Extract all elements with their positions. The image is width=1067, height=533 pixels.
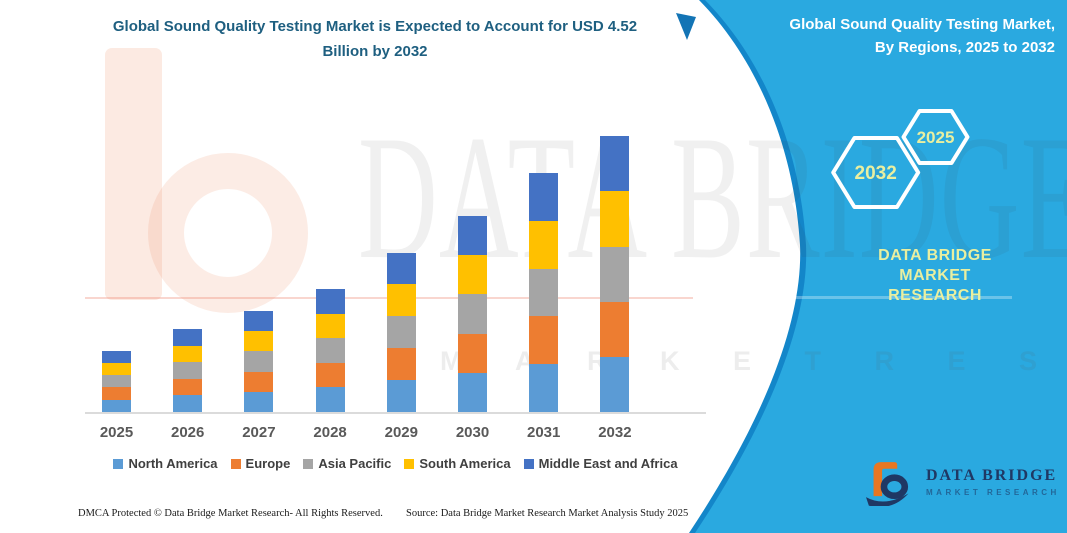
page-title-line1: Global Sound Quality Testing Market is E…: [112, 18, 638, 35]
bar-segment-south-america: [529, 220, 559, 269]
bar-segment-europe: [173, 378, 203, 396]
footer-dmca-text: DMCA Protected © Data Bridge Market Rese…: [78, 508, 383, 519]
x-axis-label-2029: 2029: [384, 424, 418, 441]
hexagon-2032-year: 2032: [855, 163, 897, 184]
bar-segment-south-america: [458, 255, 487, 295]
bar-segment-north-america: [386, 380, 416, 412]
bar-segment-europe: [102, 387, 131, 400]
brand-text-line2: RESEARCH: [888, 287, 982, 304]
bar-segment-south-america: [173, 345, 203, 363]
legend-swatch-icon: [404, 458, 415, 469]
legend-swatch-icon: [303, 458, 314, 469]
bar-segment-middle-east-and-africa: [315, 289, 345, 314]
legend-item-europe: Europe: [230, 456, 291, 471]
bar-segment-asia-pacific: [173, 362, 203, 379]
bar-segment-europe: [315, 362, 345, 388]
databridge-logo-text: DATA BRIDGE MARKET RESEARCH: [926, 467, 1060, 497]
databridge-logo: DATA BRIDGE MARKET RESEARCH: [866, 458, 1060, 506]
bar-segment-north-america: [600, 356, 630, 412]
bar-segment-europe: [600, 301, 630, 357]
bar-segment-north-america: [458, 372, 487, 412]
legend-swatch-icon: [523, 458, 534, 469]
bar-segment-south-america: [102, 362, 131, 376]
stacked-bar-2031: [529, 172, 559, 412]
bar-segment-south-america: [600, 191, 630, 247]
legend-swatch-icon: [113, 458, 124, 469]
hexagon-badges: 2025 2032: [831, 109, 970, 209]
databridge-logo-icon: [866, 462, 909, 506]
bar-segment-asia-pacific: [315, 338, 345, 363]
x-axis-label-2032: 2032: [598, 424, 632, 441]
hexagon-2025-year: 2025: [917, 128, 955, 147]
x-axis-line: [85, 412, 706, 414]
watermark-underline-cool: [770, 296, 1012, 299]
bar-segment-middle-east-and-africa: [386, 252, 416, 285]
hexagon-2032: [831, 136, 921, 209]
bar-segment-middle-east-and-africa: [244, 310, 274, 332]
bar-segment-asia-pacific: [600, 246, 630, 302]
bar-segment-middle-east-and-africa: [529, 172, 559, 221]
bar-segment-europe: [529, 316, 559, 365]
brand-text: DATA BRIDGE MARKET RESEARCH: [842, 246, 1028, 306]
bar-segment-asia-pacific: [244, 351, 274, 372]
legend-label: Europe: [245, 456, 291, 471]
legend-label: North America: [128, 456, 218, 471]
bar-segment-middle-east-and-africa: [600, 136, 630, 192]
bar-segment-europe: [458, 333, 487, 373]
stacked-bar-2026: [173, 329, 203, 412]
bar-segment-asia-pacific: [458, 294, 487, 334]
banner-heading: Global Sound Quality Testing Market, By …: [715, 13, 1055, 59]
stacked-bar-2027: [244, 310, 274, 412]
bar-segment-europe: [386, 348, 416, 381]
page-title: Global Sound Quality Testing Market is E…: [55, 14, 695, 64]
banner-heading-line2: By Regions, 2025 to 2032: [874, 39, 1055, 56]
databridge-logo-name: DATA BRIDGE: [926, 467, 1058, 484]
stacked-bar-2030: [458, 215, 487, 412]
chart-legend: North America Europe Asia Pacific South Ame…: [85, 456, 706, 471]
legend-swatch-icon: [230, 458, 241, 469]
x-axis-label-2025: 2025: [99, 424, 134, 441]
stacked-bar-2029: [386, 252, 416, 412]
x-axis-label-2027: 2027: [242, 424, 276, 441]
bar-segment-asia-pacific: [386, 316, 416, 349]
databridge-logo-caption: MARKET RESEARCH: [926, 488, 1060, 497]
footer-source-text: Source: Data Bridge Market Research Mark…: [406, 508, 689, 519]
bar-segment-north-america: [315, 387, 345, 412]
legend-label: South America: [419, 456, 511, 471]
x-axis-label-2026: 2026: [171, 424, 205, 441]
bar-segment-north-america: [529, 364, 559, 412]
page-title-line2: Billion by 2032: [322, 43, 428, 60]
bar-segment-asia-pacific: [529, 268, 559, 317]
bar-segment-europe: [244, 371, 274, 392]
bar-segment-north-america: [102, 399, 131, 412]
bar-segment-middle-east-and-africa: [102, 350, 131, 363]
bar-segment-south-america: [386, 284, 416, 317]
hexagon-2025: [901, 109, 970, 165]
legend-item-asia-pacific: Asia Pacific: [303, 456, 391, 471]
bar-segment-middle-east-and-africa: [173, 329, 203, 346]
bar-segment-north-america: [244, 391, 274, 412]
swoosh-main: [695, 0, 1067, 533]
x-axis-label-2028: 2028: [313, 424, 347, 441]
legend-item-south-america: South America: [404, 456, 511, 471]
x-axis-label-2030: 2030: [455, 424, 490, 441]
banner-heading-line1: Global Sound Quality Testing Market,: [789, 16, 1055, 33]
stacked-bar-2032: [600, 136, 630, 412]
bar-segment-south-america: [315, 313, 345, 339]
brand-text-line1: DATA BRIDGE MARKET: [878, 247, 992, 284]
bar-segment-middle-east-and-africa: [458, 215, 487, 256]
bar-segment-asia-pacific: [102, 375, 131, 388]
bar-segment-south-america: [244, 331, 274, 352]
swoosh-dark-sliver: [676, 13, 696, 40]
legend-label: Asia Pacific: [318, 456, 392, 471]
legend-label: Middle East and Africa: [538, 456, 678, 471]
x-axis-label-2031: 2031: [527, 424, 561, 441]
legend-item-middle-east-and-africa: Middle East and Africa: [523, 456, 678, 471]
stacked-bar-2025: [102, 350, 131, 412]
bar-segment-north-america: [173, 395, 203, 412]
legend-item-north-america: North America: [113, 456, 218, 471]
stacked-bar-2028: [315, 289, 345, 412]
